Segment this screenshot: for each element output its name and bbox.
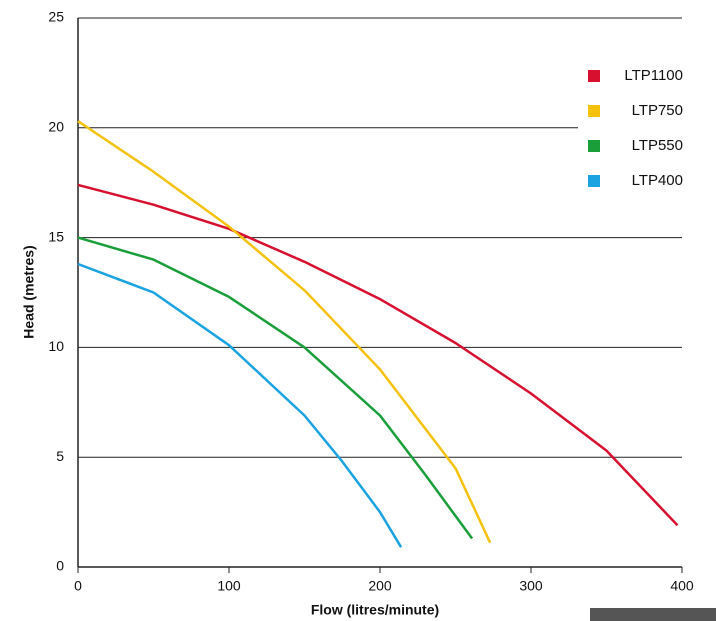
y-tick-label: 20	[48, 119, 64, 135]
y-axis-label: Head (metres)	[21, 245, 37, 338]
x-tick-label: 300	[519, 578, 543, 594]
legend-label: LTP1100	[624, 67, 683, 84]
y-tick-label: 5	[56, 448, 64, 464]
x-tick-label: 100	[217, 578, 241, 594]
x-axis-label: Flow (litres/minute)	[311, 602, 439, 618]
legend-label: LTP750	[632, 102, 683, 119]
legend-swatch	[588, 140, 600, 152]
y-tick-label: 25	[48, 9, 64, 25]
line-series	[77, 120, 492, 544]
y-tick-label: 0	[56, 558, 64, 574]
legend-swatch	[588, 70, 600, 82]
legend-swatch	[588, 175, 600, 187]
y-tick-label: 10	[48, 338, 64, 354]
y-tick-label: 15	[48, 228, 64, 244]
x-tick-label: 200	[368, 578, 392, 594]
legend-label: LTP400	[632, 172, 683, 189]
line-series	[77, 183, 679, 527]
x-tick-label: 0	[74, 578, 82, 594]
corner-panel	[590, 608, 716, 621]
x-tick-label: 400	[670, 578, 694, 594]
line-series	[77, 236, 474, 540]
legend-label: LTP550	[632, 137, 683, 154]
legend-swatch	[588, 105, 600, 117]
line-series	[77, 262, 403, 548]
